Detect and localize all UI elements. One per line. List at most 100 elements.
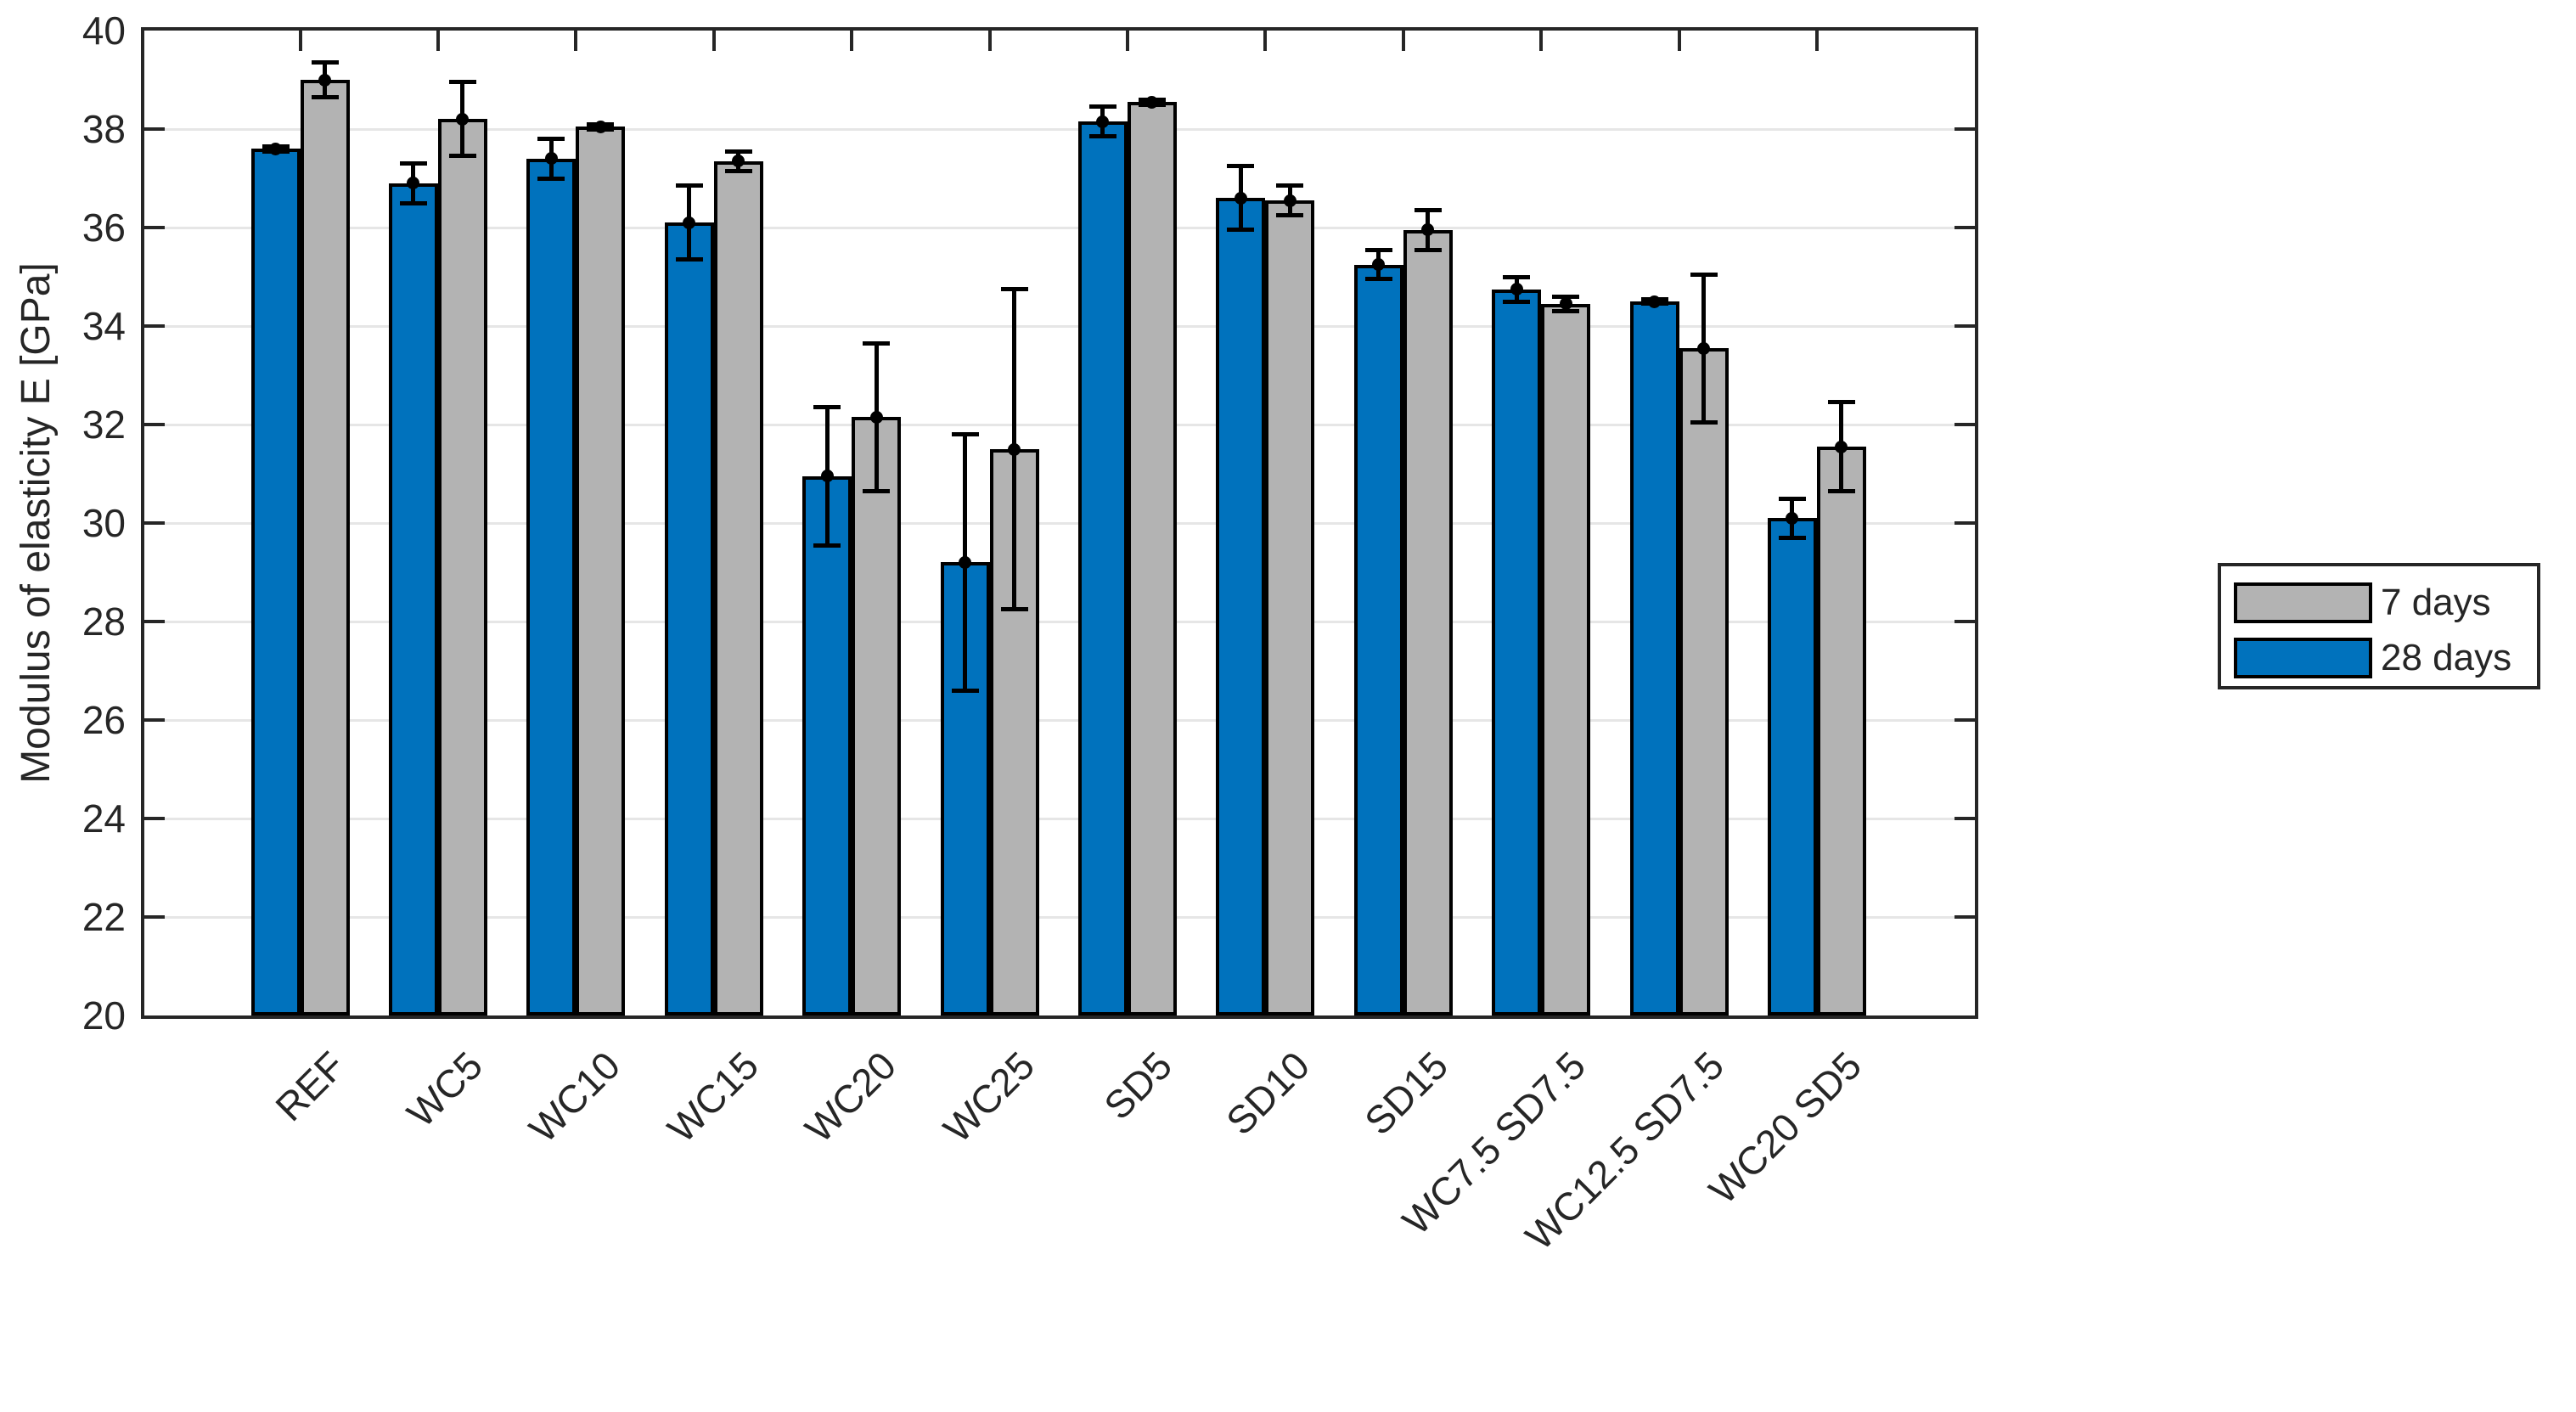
- error-bar-cap-bottom: [1364, 277, 1392, 282]
- error-bar-marker: [1559, 297, 1572, 311]
- gridline-y-34: [144, 324, 1975, 328]
- bar-28-days-WC5: [388, 183, 438, 1015]
- error-bar-marker: [1697, 341, 1710, 355]
- error-bar-cap-bottom: [537, 176, 565, 181]
- bar-28-days-SD15: [1353, 264, 1403, 1015]
- gridline-y-30: [144, 521, 1975, 525]
- legend: 7 days 28 days: [2218, 563, 2540, 689]
- error-bar-cap-bottom: [1503, 299, 1531, 304]
- x-tick-top-6: [1125, 31, 1129, 51]
- error-bar-cap-bottom: [1276, 213, 1304, 217]
- error-bar-cap-bottom: [724, 168, 752, 173]
- y-tick-right-28: [1954, 620, 1975, 623]
- y-tick-label-34: 34: [82, 304, 126, 348]
- error-bar-marker: [959, 555, 971, 569]
- gridline-y-22: [144, 915, 1975, 919]
- error-bar-marker: [593, 120, 607, 133]
- error-bar-cap-top: [399, 161, 427, 166]
- legend-label-7-days: 7 days: [2381, 582, 2491, 623]
- x-tick-top-8: [1401, 31, 1405, 51]
- x-tick-top-3: [711, 31, 716, 51]
- x-tick-top-7: [1263, 31, 1268, 51]
- y-tick-left-32: [144, 423, 165, 426]
- y-tick-left-38: [144, 127, 165, 131]
- x-tick-top-9: [1539, 31, 1544, 51]
- error-bar-marker: [456, 112, 470, 126]
- bar-7-days-WC15: [713, 160, 763, 1015]
- error-bar-cap-top: [1000, 287, 1028, 291]
- bar-7-days-WC12.5-SD7.5: [1679, 348, 1729, 1015]
- error-bar-cap-top: [1552, 294, 1580, 299]
- error-bar-marker: [318, 73, 331, 87]
- y-tick-label-26: 26: [82, 698, 126, 742]
- error-bar-cap-bottom: [951, 688, 979, 693]
- y-tick-left-34: [144, 324, 165, 328]
- y-tick-label-36: 36: [82, 205, 126, 250]
- error-bar-marker: [1786, 511, 1799, 525]
- error-bar-cap-top: [311, 60, 339, 65]
- bar-7-days-SD5: [1127, 102, 1177, 1015]
- bar-7-days-WC5: [437, 119, 487, 1015]
- y-tick-label-22: 22: [82, 895, 126, 939]
- bar-28-days-WC10: [526, 158, 577, 1015]
- error-bar-marker: [1835, 440, 1848, 453]
- bar-28-days-WC20: [802, 475, 852, 1015]
- bar-7-days-WC10: [576, 127, 626, 1015]
- error-bar-cap-top: [813, 405, 841, 410]
- bar-7-days-WC7.5-SD7.5: [1541, 303, 1591, 1015]
- legend-swatch-7-days: [2234, 582, 2372, 623]
- error-bar-marker: [407, 177, 420, 190]
- error-bar-cap-bottom: [311, 94, 339, 99]
- bar-7-days-WC20-SD5: [1816, 447, 1866, 1015]
- error-bar-cap-top: [448, 80, 476, 85]
- error-bar-cap-top: [537, 137, 565, 142]
- error-bar-cap-top: [1227, 164, 1255, 168]
- y-tick-left-24: [144, 817, 165, 820]
- y-tick-label-38: 38: [82, 107, 126, 151]
- y-tick-right-22: [1954, 915, 1975, 919]
- error-bar-cap-top: [1778, 496, 1806, 501]
- x-tick-top-1: [436, 31, 440, 51]
- error-bar-cap-bottom: [399, 200, 427, 205]
- gridline-y-32: [144, 423, 1975, 426]
- error-bar-marker: [820, 470, 834, 483]
- gridline-y-26: [144, 718, 1975, 722]
- y-tick-right-36: [1954, 226, 1975, 229]
- error-bar-cap-top: [863, 340, 891, 346]
- x-tick-top-11: [1814, 31, 1819, 51]
- error-bar-cap-bottom: [1000, 607, 1028, 611]
- error-bar-cap-top: [1414, 208, 1442, 213]
- error-bar-cap-bottom: [863, 488, 891, 493]
- bar-28-days-WC20-SD5: [1767, 518, 1817, 1015]
- error-bar-marker: [869, 410, 883, 424]
- y-tick-right-34: [1954, 324, 1975, 328]
- y-tick-right-26: [1954, 718, 1975, 722]
- error-bar-marker: [1008, 442, 1021, 456]
- error-bar-cap-bottom: [1552, 309, 1580, 314]
- bar-28-days-WC15: [664, 222, 714, 1015]
- error-bar-cap-bottom: [1088, 134, 1116, 139]
- error-bar-cap-top: [1276, 183, 1304, 188]
- error-bar-cap-bottom: [675, 257, 703, 262]
- error-bar-cap-top: [951, 432, 979, 437]
- error-bar-cap-top: [1827, 400, 1855, 405]
- error-bar-marker: [732, 155, 745, 168]
- gridline-y-28: [144, 620, 1975, 623]
- error-bar-cap-top: [1690, 272, 1718, 277]
- bar-7-days-SD15: [1403, 229, 1453, 1015]
- y-tick-left-36: [144, 226, 165, 229]
- y-tick-left-22: [144, 915, 165, 919]
- x-tick-top-5: [987, 31, 992, 51]
- y-tick-right-32: [1954, 423, 1975, 426]
- error-bar-marker: [1510, 283, 1523, 295]
- figure: Modulus of elasticity E [GPa] 7 days 28 …: [14, 8, 2540, 1259]
- y-tick-label-24: 24: [82, 796, 126, 841]
- gridline-y-24: [144, 817, 1975, 820]
- error-bar-marker: [269, 142, 282, 155]
- bar-28-days-WC12.5-SD7.5: [1629, 301, 1679, 1015]
- bar-7-days-WC20: [852, 417, 902, 1015]
- bar-28-days-REF: [250, 149, 301, 1015]
- bar-28-days-WC7.5-SD7.5: [1492, 289, 1542, 1015]
- x-tick-top-0: [298, 31, 302, 51]
- error-bar-cap-top: [1088, 104, 1116, 110]
